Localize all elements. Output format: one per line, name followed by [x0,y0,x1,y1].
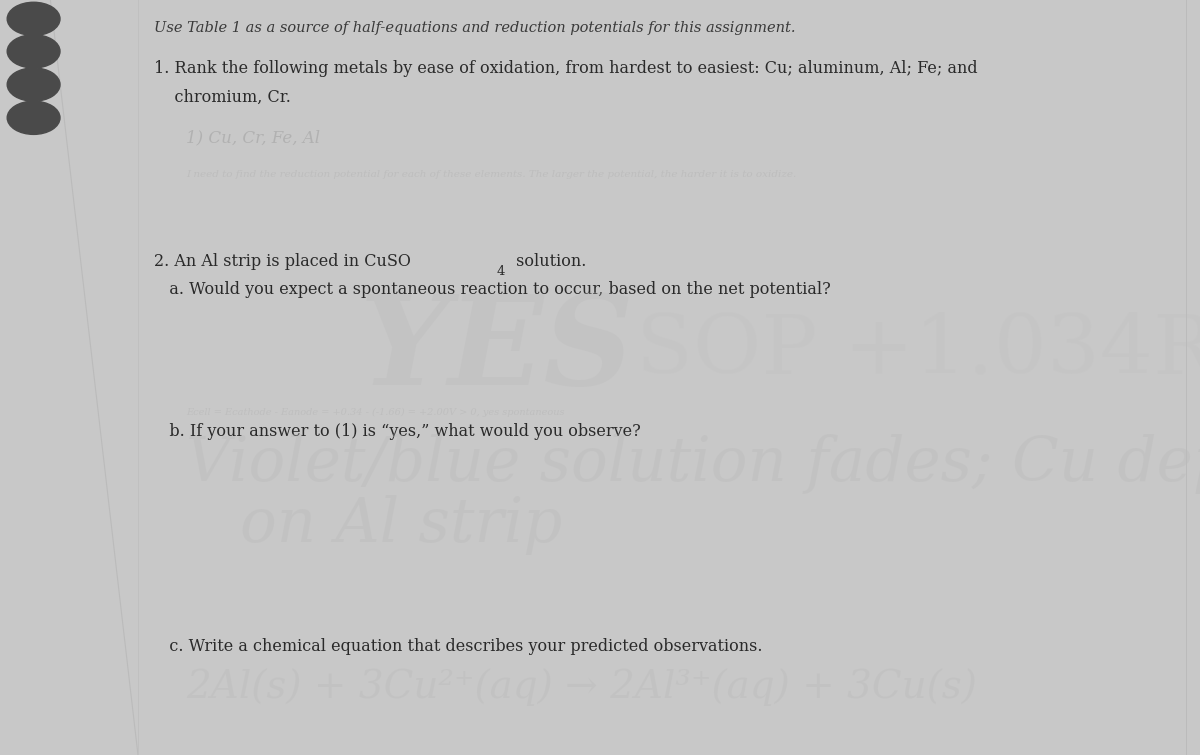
Text: Use Table 1 as a source of half-equations and reduction potentials for this assi: Use Table 1 as a source of half-equation… [154,21,796,35]
Text: c. Write a chemical equation that describes your predicted observations.: c. Write a chemical equation that descri… [154,638,762,655]
Circle shape [7,2,60,35]
Circle shape [7,68,60,101]
Text: Ecell = Ecathode - Eanode = +0.34 - (-1.66) = +2.00V > 0, yes spontaneous: Ecell = Ecathode - Eanode = +0.34 - (-1.… [186,408,564,417]
Text: 1) Cu, Cr, Fe, Al: 1) Cu, Cr, Fe, Al [186,130,320,147]
Text: chromium, Cr.: chromium, Cr. [154,89,290,106]
Text: b. If your answer to (1) is “yes,” what would you observe?: b. If your answer to (1) is “yes,” what … [154,423,641,440]
Text: on Al strip: on Al strip [240,495,563,555]
Text: 1. Rank the following metals by ease of oxidation, from hardest to easiest: Cu; : 1. Rank the following metals by ease of … [154,60,977,78]
Text: SOP +1.034R: SOP +1.034R [636,311,1200,391]
Text: solution.: solution. [511,253,586,270]
Text: I need to find the reduction potential for each of these elements. The larger th: I need to find the reduction potential f… [186,170,797,179]
Text: YES: YES [360,291,635,411]
Text: 2. An Al strip is placed in CuSO: 2. An Al strip is placed in CuSO [154,253,410,270]
Text: Violet/blue solution fades; Cu deposits: Violet/blue solution fades; Cu deposits [186,434,1200,495]
Text: 2Al(s) + 3Cu²⁺(aq) → 2Al³⁺(aq) + 3Cu(s): 2Al(s) + 3Cu²⁺(aq) → 2Al³⁺(aq) + 3Cu(s) [186,668,977,706]
Text: a. Would you expect a spontaneous reaction to occur, based on the net potential?: a. Would you expect a spontaneous reacti… [154,281,830,298]
Circle shape [7,101,60,134]
Text: 4: 4 [497,265,504,278]
Circle shape [7,35,60,68]
